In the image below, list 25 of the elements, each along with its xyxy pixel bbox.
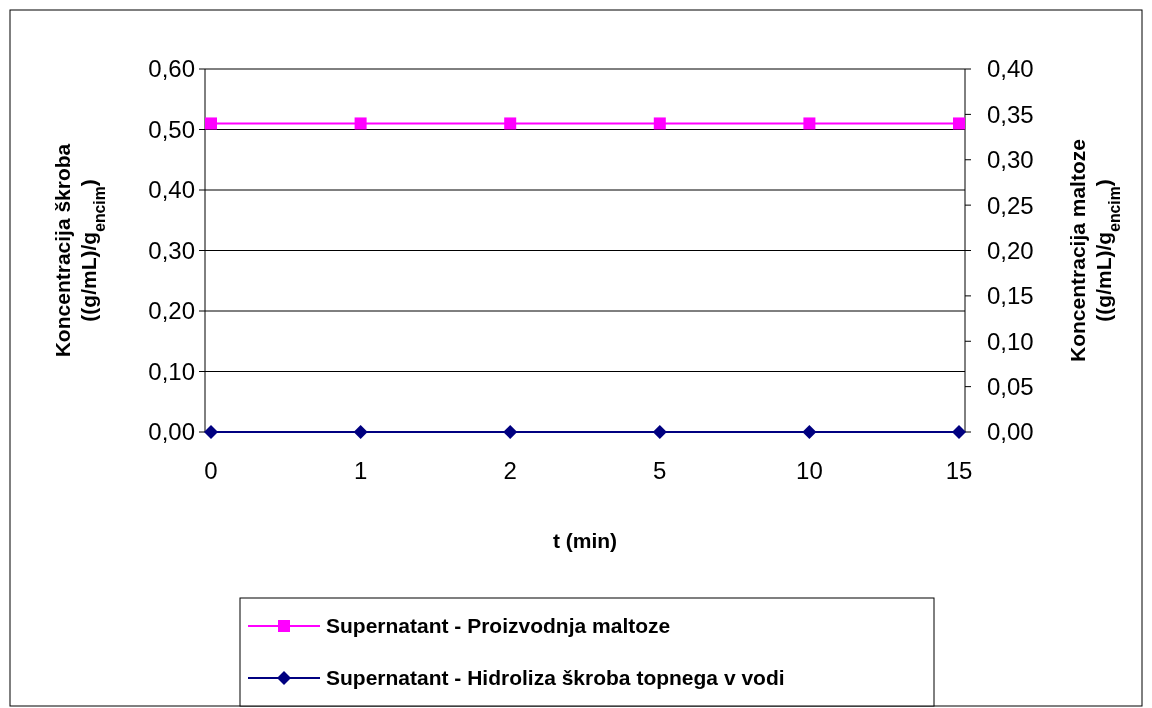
- x-tick-label: 2: [503, 457, 517, 484]
- y2-tick-label: 0,40: [987, 55, 1034, 83]
- y2-tick-label: 0,30: [987, 146, 1034, 174]
- y-tick-label: 0,50: [148, 115, 195, 143]
- y2-tick-label: 0,10: [987, 327, 1034, 355]
- y-tick-label: 0,30: [148, 236, 195, 264]
- y-tick-label: 0,10: [148, 357, 195, 385]
- y-tick-label: 0,60: [148, 55, 195, 83]
- x-axis-title: t (min): [552, 529, 618, 552]
- y-tick-label: 0,20: [148, 297, 195, 325]
- x-tick-label: 10: [796, 457, 823, 484]
- y-tick-label: 0,40: [148, 176, 195, 204]
- y2-tick-label: 0,20: [987, 236, 1034, 264]
- x-tick-label: 0: [204, 457, 218, 484]
- x-tick-label: 5: [653, 457, 667, 484]
- y2-tick-label: 0,05: [987, 373, 1034, 401]
- legend-label: Supernatant - Proizvodnja maltoze: [326, 614, 671, 638]
- y-tick-label: 0,00: [148, 418, 195, 446]
- y2-tick-label: 0,25: [987, 191, 1034, 219]
- x-tick-label: 1: [353, 457, 368, 484]
- y2-tick-label: 0,35: [987, 100, 1034, 128]
- y2-tick-label: 0,15: [987, 282, 1034, 310]
- x-tick-label: 15: [945, 457, 973, 484]
- legend-label: Supernatant - Hidroliza škroba topnega v vodi: [326, 666, 785, 690]
- y2-tick-label: 0,00: [987, 418, 1034, 446]
